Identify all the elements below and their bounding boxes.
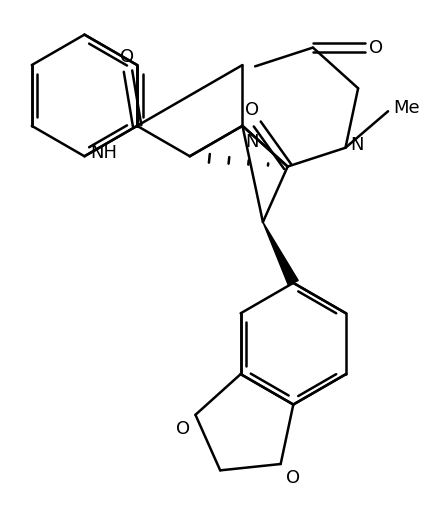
- Polygon shape: [263, 222, 298, 285]
- Text: O: O: [369, 38, 384, 57]
- Text: N: N: [245, 133, 259, 151]
- Text: Me: Me: [393, 99, 419, 117]
- Text: O: O: [286, 469, 300, 487]
- Text: O: O: [245, 101, 260, 119]
- Text: NH: NH: [90, 144, 117, 162]
- Text: N: N: [350, 136, 364, 154]
- Text: O: O: [176, 420, 191, 438]
- Text: O: O: [120, 48, 134, 66]
